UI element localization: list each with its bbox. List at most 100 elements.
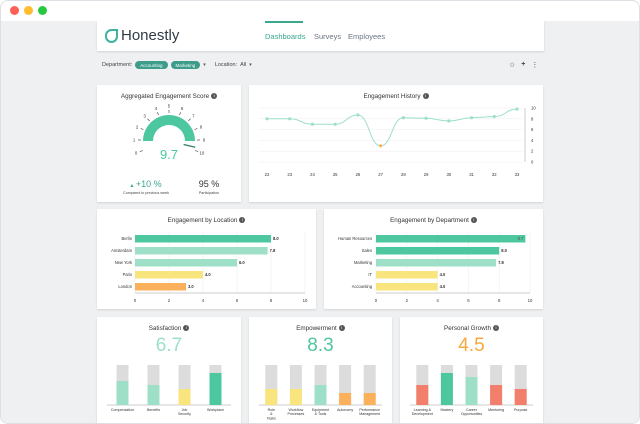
gauge-tick-label: 5 — [168, 104, 171, 109]
gauge-tick-label: 8 — [200, 124, 203, 129]
satisfaction-bar — [178, 389, 191, 405]
department-label: Accounting — [352, 284, 373, 289]
x-tick-label: 29 — [424, 172, 429, 177]
gauge-tick — [140, 128, 144, 130]
location-label: London — [118, 284, 132, 289]
star-icon[interactable]: ☆ — [509, 62, 516, 69]
gauge-tick — [194, 128, 198, 130]
empowerment-category-label: Role & Tasks — [267, 408, 276, 420]
empowerment-category-label: Autonomy — [337, 408, 353, 412]
department-label: Human Resources — [338, 236, 372, 241]
location-label: Berlin — [122, 236, 133, 241]
department-value-label: 4.0 — [440, 284, 446, 289]
x-tick-label: 2 — [168, 298, 171, 303]
x-tick-label: 8 — [270, 298, 273, 303]
change-value: ▴ +10 % — [117, 179, 175, 189]
growth-category-label: Mentoring — [488, 408, 504, 412]
gauge-tick-label: 3 — [143, 113, 146, 118]
nav-surveys[interactable]: Surveys — [314, 32, 342, 41]
satisfaction-chart: Compensation Benefits Job Security Workplace — [107, 365, 231, 416]
toolbar-icons: ☆ + ⋮ — [509, 61, 538, 69]
department-label: IT — [368, 272, 372, 277]
location-label: New York — [115, 260, 133, 265]
department-value-label: 7.8 — [498, 260, 504, 265]
engagement-by-location-title: Engagement by Location — [167, 217, 238, 224]
gauge-tick-label: 1 — [133, 137, 136, 142]
empowerment-bar — [289, 389, 302, 405]
active-nav-indicator — [265, 21, 303, 23]
growth-category-label: Mastery — [441, 408, 454, 412]
location-filter-value[interactable]: All — [240, 62, 247, 68]
plus-icon[interactable]: + — [521, 61, 526, 68]
x-tick-label: 26 — [356, 172, 361, 177]
nav-dashboards[interactable]: Dashboards — [265, 32, 306, 41]
empowerment-chart: Role & Tasks Workflow Processes Equipment & To… — [259, 365, 382, 420]
department-value-label: 9.7 — [518, 236, 524, 241]
info-icon[interactable]: i — [422, 93, 429, 100]
growth-bar — [490, 385, 503, 405]
info-icon[interactable]: i — [211, 93, 218, 100]
info-icon[interactable]: i — [239, 217, 246, 224]
satisfaction-title: Satisfaction — [148, 325, 182, 332]
growth-category-label: Purpose — [514, 408, 527, 412]
department-chip-marketing[interactable]: Marketing — [170, 61, 201, 69]
history-point — [379, 144, 383, 148]
x-tick-label: 10 — [528, 298, 533, 303]
x-tick-label: 24 — [310, 172, 315, 177]
x-tick-label: 0 — [134, 298, 137, 303]
department-filter-label: Department: — [102, 62, 133, 68]
satisfaction-bar — [209, 373, 222, 405]
location-value-label: 6.0 — [239, 260, 245, 265]
gauge-tick — [139, 150, 143, 152]
satisfaction-category-label: Benefits — [147, 408, 160, 412]
x-tick-label: 25 — [333, 172, 338, 177]
history-point — [492, 115, 496, 119]
history-point — [288, 117, 292, 121]
y-tick-label: 10 — [531, 106, 536, 111]
info-icon[interactable]: i — [492, 325, 499, 332]
satisfaction-category-label: Job Security — [178, 408, 191, 416]
department-value-label: 8.0 — [501, 248, 507, 253]
info-icon[interactable]: i — [470, 217, 477, 224]
logo-icon — [105, 28, 118, 43]
x-tick-label: 6 — [236, 298, 239, 303]
history-point — [310, 122, 315, 126]
empowerment-bar — [339, 393, 352, 405]
history-point — [515, 107, 519, 111]
gauge-tick-label: 2 — [136, 124, 139, 129]
growth-bar — [440, 373, 453, 405]
satisfaction-bar — [147, 385, 160, 405]
change-value-text: +10 % — [135, 179, 162, 189]
minimize-window-button[interactable] — [24, 6, 33, 15]
engagement-by-department-card: Engagement by Department i 0 2 4 6 8 10 Human R… — [324, 209, 543, 309]
gauge-tick-label: 7 — [192, 113, 195, 118]
maximize-window-button[interactable] — [38, 6, 47, 15]
engagement-by-department-title: Engagement by Department — [390, 217, 469, 224]
department-bar — [376, 283, 438, 291]
department-dropdown-chevron-down-icon[interactable]: ▾ — [203, 62, 206, 68]
logo[interactable]: Honestly — [105, 27, 179, 44]
location-dropdown-chevron-down-icon[interactable]: ▾ — [249, 62, 252, 68]
nav-employees[interactable]: Employees — [348, 32, 386, 41]
gauge-arc — [143, 115, 195, 141]
title-bar — [1, 1, 639, 21]
more-vertical-icon[interactable]: ⋮ — [531, 62, 539, 69]
filter-bar: Department: Accounting Marketing ▾ Locat… — [102, 61, 252, 69]
change-caption: Compared to previous week — [123, 191, 169, 195]
close-window-button[interactable] — [10, 6, 19, 15]
engagement-history-title: Engagement History — [363, 93, 421, 100]
info-icon[interactable]: i — [338, 325, 345, 332]
location-value-label: 4.0 — [205, 272, 211, 277]
empowerment-category-label: Equipment & Tools — [312, 408, 329, 416]
x-tick-label: 33 — [515, 172, 520, 177]
gauge-tick-label: 4 — [155, 106, 158, 111]
department-chip-accounting[interactable]: Accounting — [135, 61, 168, 69]
location-bar — [135, 235, 271, 243]
location-bar — [135, 271, 203, 279]
department-value-label: 4.0 — [440, 272, 446, 277]
x-tick-label: 4 — [202, 298, 205, 303]
info-icon[interactable]: i — [183, 325, 190, 332]
growth-bar — [416, 385, 429, 405]
empowerment-score: 8.3 — [307, 335, 334, 356]
